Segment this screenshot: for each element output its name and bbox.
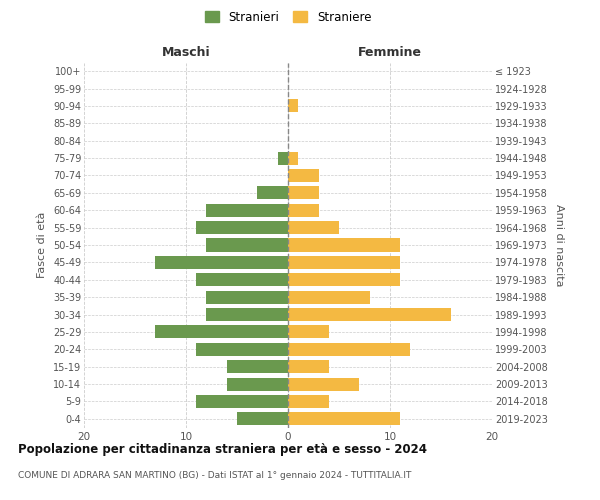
Bar: [288, 221, 339, 234]
Bar: [206, 290, 288, 304]
Bar: [288, 169, 319, 182]
Bar: [288, 186, 319, 200]
Bar: [288, 412, 400, 426]
Bar: [288, 378, 359, 390]
Text: Femmine: Femmine: [358, 46, 422, 59]
Bar: [288, 343, 410, 356]
Bar: [288, 256, 400, 269]
Bar: [237, 412, 288, 426]
Y-axis label: Anni di nascita: Anni di nascita: [554, 204, 565, 286]
Text: COMUNE DI ADRARA SAN MARTINO (BG) - Dati ISTAT al 1° gennaio 2024 - TUTTITALIA.I: COMUNE DI ADRARA SAN MARTINO (BG) - Dati…: [18, 471, 412, 480]
Bar: [288, 238, 400, 252]
Bar: [206, 308, 288, 321]
Bar: [196, 273, 288, 286]
Bar: [196, 221, 288, 234]
Legend: Stranieri, Straniere: Stranieri, Straniere: [200, 6, 376, 28]
Bar: [288, 360, 329, 373]
Y-axis label: Fasce di età: Fasce di età: [37, 212, 47, 278]
Text: Maschi: Maschi: [161, 46, 211, 59]
Bar: [257, 186, 288, 200]
Bar: [288, 326, 329, 338]
Bar: [196, 395, 288, 408]
Bar: [227, 360, 288, 373]
Bar: [288, 308, 451, 321]
Bar: [155, 326, 288, 338]
Bar: [288, 273, 400, 286]
Bar: [288, 395, 329, 408]
Bar: [155, 256, 288, 269]
Bar: [288, 152, 298, 164]
Bar: [278, 152, 288, 164]
Bar: [288, 204, 319, 217]
Bar: [288, 100, 298, 112]
Text: Popolazione per cittadinanza straniera per età e sesso - 2024: Popolazione per cittadinanza straniera p…: [18, 442, 427, 456]
Bar: [288, 290, 370, 304]
Bar: [227, 378, 288, 390]
Bar: [206, 204, 288, 217]
Bar: [196, 343, 288, 356]
Bar: [206, 238, 288, 252]
